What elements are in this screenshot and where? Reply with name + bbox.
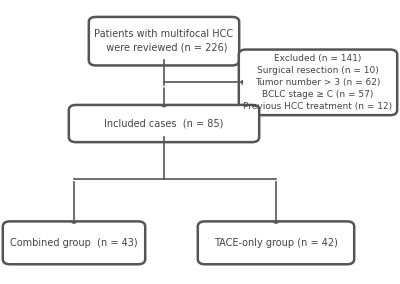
FancyBboxPatch shape [198,222,354,264]
Text: Patients with multifocal HCC
  were reviewed (n = 226): Patients with multifocal HCC were review… [94,29,234,53]
FancyBboxPatch shape [89,17,239,66]
Text: Combined group  (n = 43): Combined group (n = 43) [10,238,138,248]
Text: Included cases  (n = 85): Included cases (n = 85) [104,118,224,129]
Text: TACE-only group (n = 42): TACE-only group (n = 42) [214,238,338,248]
FancyBboxPatch shape [69,105,259,142]
FancyBboxPatch shape [3,222,145,264]
Text: Excluded (n = 141)
Surgical resection (n = 10)
Tumor number > 3 (n = 62)
BCLC st: Excluded (n = 141) Surgical resection (n… [244,54,392,111]
FancyBboxPatch shape [239,50,397,115]
